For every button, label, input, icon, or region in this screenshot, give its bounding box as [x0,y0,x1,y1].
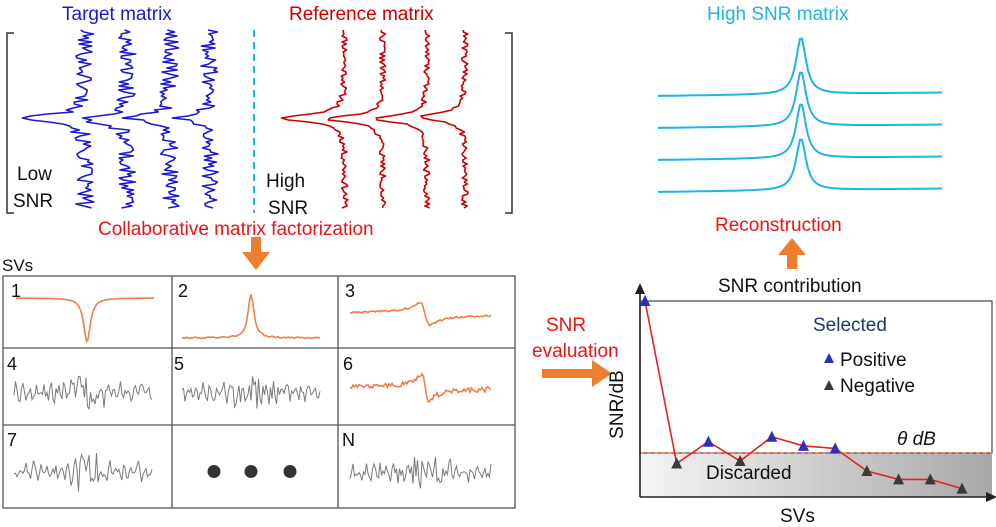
negative-point [734,454,746,466]
sv-cell-label: 4 [7,354,18,374]
negative-point [924,473,936,485]
high-snr-trace [658,103,942,161]
sv-cell-label: 5 [174,354,185,374]
high-snr-matrix-title: High SNR matrix [707,4,849,25]
sv-cell-trace-5 [181,376,321,409]
right-bracket [505,32,513,214]
negative-point [861,465,873,477]
reference-trace [420,29,469,209]
sv-cell-trace-4 [13,375,153,411]
target-trace [171,29,219,209]
high-snr-matrix-traces [658,37,942,193]
legend-negative-label: Negative [840,376,915,397]
high-snr-trace [658,138,942,193]
sv-cell-trace-6 [349,372,492,403]
legend-positive-label: Positive [840,350,907,371]
snr-series [639,295,968,494]
sv-cell-trace-7 [13,452,153,492]
snr-evaluation-arrow [542,360,612,387]
snr-x-axis-label: SVs [780,506,815,527]
sv-grid-title: SVs [2,256,34,275]
positive-point [702,435,714,447]
sv-grid [2,275,516,509]
high-snr-label-line2: SNR [268,198,309,219]
snr-chart-title: SNR contribution [718,276,862,297]
sv-cell-trace-N [349,456,492,489]
snr-evaluation-label-line1: SNR [546,315,587,336]
negative-point [893,473,905,485]
legend-negative-marker [824,380,834,390]
discarded-region [640,453,992,497]
reference-trace [280,29,349,209]
sv-cell-trace-1 [16,297,154,344]
positive-point [639,295,651,307]
reference-trace [375,29,431,209]
target-matrix-traces [21,29,219,209]
reference-matrix-title: Reference matrix [289,4,434,25]
selected-label: Selected [813,315,887,336]
snr-y-axis-label: SNR/dB [606,370,628,439]
reconstruction-label: Reconstruction [715,215,842,236]
ellipsis-dot [244,465,258,478]
sv-cell-label: 1 [11,281,22,301]
sv-cell-label: N [342,430,355,450]
sv-cell-trace-2 [181,294,321,340]
sv-cell-label: 7 [7,430,18,450]
factorization-arrow [242,237,270,270]
target-matrix-title: Target matrix [62,4,172,25]
snr-evaluation-label-line2: evaluation [532,341,619,362]
high-snr-trace [658,71,942,129]
reconstruction-arrow [778,238,806,269]
sv-cell-trace-3 [349,301,492,327]
target-trace [21,29,95,209]
discarded-label: Discarded [706,463,792,484]
low-snr-label-line2: SNR [13,191,54,212]
negative-point [671,457,683,469]
positive-point [766,430,778,442]
sv-cell-label: 6 [343,354,354,374]
left-bracket [6,32,14,214]
reference-matrix-traces [280,29,469,209]
high-snr-trace [658,37,942,97]
snr-axes [635,283,996,502]
reference-trace [327,29,387,209]
ellipsis-dot [207,465,221,478]
target-trace [121,29,180,209]
sv-cell-label: 3 [345,281,356,301]
sv-cell-traces [13,294,492,492]
low-snr-label-line1: Low [17,164,52,185]
target-trace [82,29,137,209]
high-snr-label-line1: High [266,171,306,192]
positive-point [829,442,841,454]
legend-positive-marker [824,353,834,363]
factorization-label: Collaborative matrix factorization [98,219,374,240]
negative-point [956,482,968,494]
sv-cell-label: 2 [178,281,189,301]
threshold-label: θ dB [897,429,936,450]
ellipsis-dot [283,465,297,478]
positive-point [798,439,809,451]
